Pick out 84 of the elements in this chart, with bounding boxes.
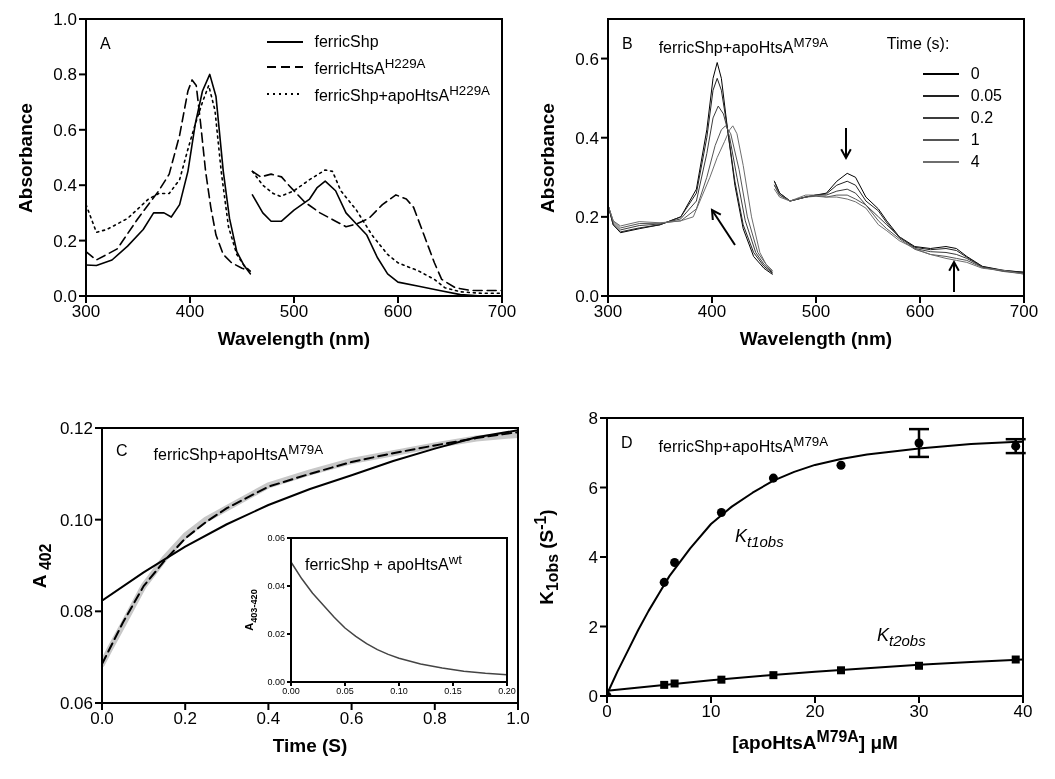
annotation: ferricShp+apoHtsA$^{M79A}$ bbox=[658, 35, 829, 58]
legend-label: 0 bbox=[970, 64, 980, 84]
x-tick-label: 0.20 bbox=[498, 686, 516, 697]
x-tick-label: 0.6 bbox=[339, 709, 364, 729]
x-tick-label: 400 bbox=[175, 302, 205, 322]
x-tick-label: 600 bbox=[905, 302, 935, 322]
y-tick-label: 0.8 bbox=[53, 65, 77, 85]
y-tick-label: 0.4 bbox=[53, 176, 77, 196]
y-tick-label: 0.12 bbox=[59, 419, 93, 439]
x-tick-label: 300 bbox=[71, 302, 101, 322]
x-tick-label: 40 bbox=[1013, 702, 1033, 722]
annotation: K$_{t1obs}$ bbox=[735, 526, 784, 550]
point bbox=[1011, 441, 1021, 451]
x-tick-label: 700 bbox=[487, 302, 517, 322]
annotation: A bbox=[100, 35, 111, 53]
x-tick-label: 300 bbox=[593, 302, 623, 322]
y-tick-label: 0.08 bbox=[59, 602, 93, 622]
y-tick-label: 0.2 bbox=[53, 231, 77, 251]
x-tick-label: 1.0 bbox=[506, 709, 530, 729]
x-tick-label: 0.00 bbox=[282, 686, 300, 697]
annotation: B bbox=[622, 35, 633, 54]
x-tick-label: 400 bbox=[697, 302, 727, 322]
x-axis-title: Wavelength (nm) bbox=[217, 328, 371, 350]
y-tick-label: 8 bbox=[588, 409, 598, 429]
annotation: K$_{t2obs}$ bbox=[877, 625, 926, 649]
x-tick-label: 0.8 bbox=[422, 709, 447, 729]
legend-label: ferricShp bbox=[314, 32, 379, 52]
y-tick-label: 0.04 bbox=[267, 581, 285, 592]
point bbox=[670, 558, 680, 568]
point bbox=[670, 679, 679, 688]
legend-label: 1 bbox=[970, 130, 980, 150]
legend-label: 0.05 bbox=[970, 86, 1002, 106]
x-axis-title: [apoHtsA$^{M79A}$] μM bbox=[732, 728, 898, 755]
y-axis-title: Absorbance bbox=[537, 102, 559, 213]
x-tick-label: 0.0 bbox=[90, 709, 114, 729]
point bbox=[1011, 655, 1020, 664]
x-tick-label: 500 bbox=[279, 302, 309, 322]
y-tick-label: 0.06 bbox=[267, 533, 285, 544]
annotation: ferricShp + apoHtsA$^{wt}$ bbox=[305, 552, 462, 575]
point bbox=[768, 473, 778, 483]
point bbox=[915, 661, 923, 670]
y-tick-label: 0.00 bbox=[267, 677, 285, 688]
point bbox=[717, 675, 726, 684]
point bbox=[660, 680, 669, 689]
x-tick-label: 0.15 bbox=[444, 686, 462, 697]
y-tick-label: 0.6 bbox=[53, 120, 77, 140]
point bbox=[836, 460, 846, 470]
x-axis-title: Wavelength (nm) bbox=[739, 328, 893, 350]
y-tick-label: 0.6 bbox=[575, 49, 599, 69]
x-tick-label: 700 bbox=[1009, 302, 1039, 322]
y-tick-label: 2 bbox=[588, 617, 598, 637]
y-tick-label: 0.06 bbox=[59, 694, 93, 714]
annotation: ferricShp+apoHtsA$^{M79A}$ bbox=[658, 434, 829, 457]
x-tick-label: 0 bbox=[602, 702, 612, 722]
point bbox=[769, 671, 778, 680]
y-axis-title: Absorbance bbox=[15, 102, 37, 213]
point bbox=[659, 577, 669, 587]
x-axis-title: Time (S) bbox=[272, 735, 348, 757]
y-tick-label: 0.02 bbox=[267, 629, 285, 640]
y-tick-label: 0.2 bbox=[575, 207, 599, 227]
point bbox=[914, 438, 924, 448]
legend-label: ferricHtsA$^{H229A}$ bbox=[314, 55, 426, 80]
y-tick-label: 4 bbox=[588, 548, 598, 568]
annotation: C bbox=[116, 442, 128, 461]
y-tick-label: 0.4 bbox=[575, 128, 599, 148]
x-tick-label: 600 bbox=[383, 302, 413, 322]
point bbox=[716, 508, 726, 518]
annotation: D bbox=[621, 434, 633, 453]
legend-title: Time (s): bbox=[886, 34, 951, 54]
x-tick-label: 20 bbox=[805, 702, 825, 722]
legend-label: 4 bbox=[970, 152, 980, 172]
y-tick-label: 6 bbox=[588, 478, 598, 498]
x-tick-label: 0.05 bbox=[336, 686, 354, 697]
x-tick-label: 30 bbox=[909, 702, 929, 722]
legend-label: ferricShp+apoHtsA$^{H229A}$ bbox=[314, 82, 490, 107]
legend-label: 0.2 bbox=[970, 108, 994, 128]
point bbox=[837, 666, 845, 675]
x-tick-label: 0.10 bbox=[390, 686, 408, 697]
y-tick-label: 1.0 bbox=[53, 10, 77, 30]
annotation: ferricShp+apoHtsA$^{M79A}$ bbox=[153, 442, 324, 465]
x-tick-label: 0.2 bbox=[173, 709, 198, 729]
x-tick-label: 10 bbox=[701, 702, 721, 722]
x-tick-label: 500 bbox=[801, 302, 831, 322]
y-tick-label: 0.10 bbox=[59, 510, 93, 530]
